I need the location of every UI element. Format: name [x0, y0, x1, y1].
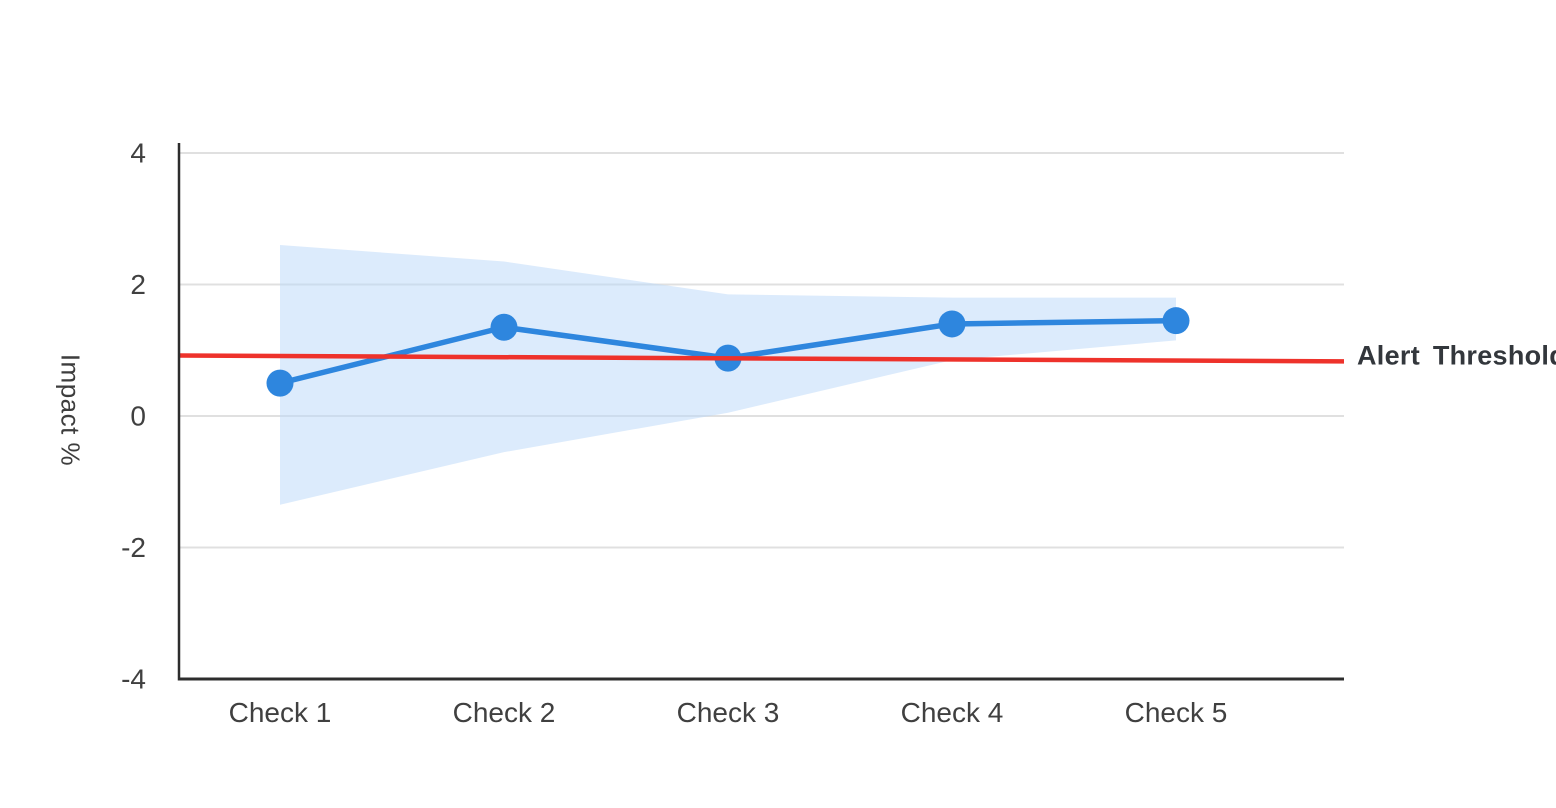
x-category-labels: Check 1 Check 2 Check 3 Check 4 Check 5: [229, 697, 1228, 728]
x-category-label: Check 3: [677, 697, 780, 728]
data-point: [1162, 307, 1190, 335]
x-category-label: Check 1: [229, 697, 332, 728]
y-axis-title: Impact %: [55, 353, 86, 467]
x-category-label: Check 4: [901, 697, 1004, 728]
x-category-label: Check 5: [1125, 697, 1228, 728]
y-tick-label: 0: [130, 401, 146, 432]
y-tick-label: -4: [121, 664, 146, 695]
x-category-label: Check 2: [453, 697, 556, 728]
alert-threshold-line: [177, 353, 1345, 364]
data-point: [938, 310, 966, 338]
alert-threshold-label: Alert Threshold: [1357, 340, 1556, 371]
y-tick-labels: 4 2 0 -2 -4: [121, 138, 146, 695]
data-point: [490, 313, 518, 341]
data-point: [266, 369, 294, 397]
y-tick-label: 2: [130, 269, 146, 300]
y-tick-label: 4: [130, 138, 146, 169]
confidence-band: [280, 245, 1176, 505]
y-tick-label: -2: [121, 532, 146, 563]
